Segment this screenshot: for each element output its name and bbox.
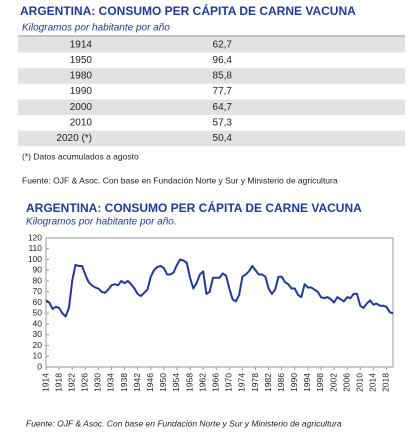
y-tick-label: 20 [33, 340, 43, 350]
row-band [18, 99, 405, 115]
x-tick-label: 1966 [210, 373, 220, 392]
y-tick-label: 120 [28, 232, 42, 242]
x-tick-label: 1962 [197, 373, 207, 392]
year-cell: 2010 [70, 117, 93, 128]
row-band [18, 130, 405, 147]
y-tick-label: 60 [33, 297, 43, 307]
x-tick-label: 1994 [302, 373, 312, 392]
plot-frame [45, 237, 394, 368]
x-tick-label: 1918 [53, 373, 63, 392]
y-tick-label: 90 [33, 265, 43, 275]
x-tick-label: 1970 [224, 373, 234, 392]
y-tick-label: 30 [33, 329, 43, 339]
value-cell: 50,4 [213, 133, 233, 144]
series-line [45, 258, 394, 318]
year-cell: 1914 [70, 39, 93, 50]
year-cell: 1990 [70, 86, 93, 97]
x-tick-label: 1946 [145, 373, 155, 392]
year-cell: 2020 (*) [56, 133, 92, 144]
table-subtitle: Kilogramos por habitante por año [22, 23, 170, 34]
year-cell: 1980 [70, 71, 93, 82]
value-cell: 62,7 [213, 39, 233, 50]
y-tick-label: 70 [33, 286, 43, 296]
x-tick-label: 1998 [315, 373, 325, 392]
y-tick-label: 80 [33, 275, 43, 285]
x-tick-label: 1926 [80, 373, 90, 392]
table-source: Fuente: OJF & Asoc. Con base en Fundació… [22, 175, 338, 185]
x-tick-label: 2010 [355, 373, 365, 392]
x-tick-label: 1950 [158, 373, 168, 392]
x-tick-label: 1930 [93, 373, 103, 392]
x-tick-label: 1914 [40, 373, 50, 392]
y-tick-label: 50 [33, 308, 43, 318]
x-tick-label: 1974 [237, 373, 247, 392]
year-cell: 1950 [70, 55, 93, 66]
year-cell: 2000 [70, 102, 93, 113]
x-tick-label: 1942 [132, 373, 142, 392]
value-cell: 77,7 [213, 86, 233, 97]
value-cell: 85,8 [213, 71, 233, 82]
chart-subtitle: Kilogramos por habitante por año. [26, 217, 177, 228]
y-tick-label: 100 [28, 254, 42, 264]
x-tick-label: 2006 [341, 373, 351, 392]
table-note: (*) Datos acumulados a agosto [22, 151, 139, 161]
x-tick-label: 1934 [106, 373, 116, 392]
chart-title: ARGENTINA: CONSUMO PER CÁPITA DE CARNE V… [26, 200, 362, 215]
x-tick-label: 1938 [119, 373, 129, 392]
row-band [18, 37, 405, 53]
value-cell: 64,7 [213, 102, 233, 113]
x-tick-label: 2014 [368, 373, 378, 392]
x-tick-label: 1922 [66, 373, 76, 392]
x-tick-label: 1986 [276, 373, 286, 392]
x-tick-label: 1982 [263, 373, 273, 392]
x-tick-label: 2002 [328, 373, 338, 392]
y-tick-label: 10 [33, 351, 43, 361]
table-title: ARGENTINA: CONSUMO PER CÁPITA DE CARNE V… [20, 3, 356, 18]
x-tick-label: 1954 [171, 373, 181, 392]
x-tick-label: 1990 [289, 373, 299, 392]
x-tick-label: 2018 [381, 373, 391, 392]
y-tick-label: 110 [28, 243, 42, 253]
value-cell: 96,4 [213, 55, 233, 66]
y-tick-label: 40 [33, 318, 43, 328]
chart-source: Fuente: OJF & Asoc. Con base en Fundació… [26, 418, 342, 428]
x-tick-label: 1978 [250, 373, 260, 392]
row-band [18, 68, 405, 84]
value-cell: 57,3 [213, 117, 233, 128]
x-tick-label: 1958 [184, 373, 194, 392]
y-tick-label: 0 [37, 361, 42, 371]
